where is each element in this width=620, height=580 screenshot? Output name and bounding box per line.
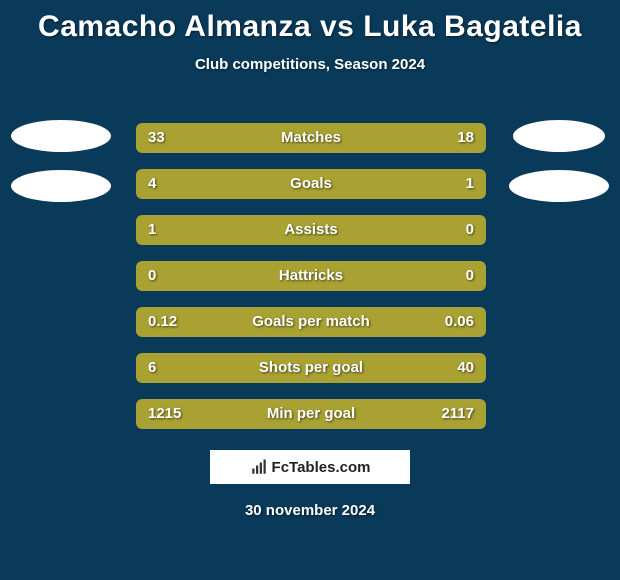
stat-row: 0Hattricks0 — [136, 261, 486, 291]
stat-value-right: 2117 — [441, 399, 474, 429]
stat-label: Hattricks — [136, 261, 486, 291]
stat-value-right: 18 — [457, 123, 474, 153]
chart-icon — [250, 458, 268, 476]
player-photo — [513, 120, 605, 152]
stat-row: 1Assists0 — [136, 215, 486, 245]
stat-value-right: 0.06 — [445, 307, 474, 337]
stat-value-right: 40 — [457, 353, 474, 383]
stat-label: Shots per goal — [136, 353, 486, 383]
stat-label: Goals per match — [136, 307, 486, 337]
player-photo — [509, 170, 609, 202]
player-photo — [11, 170, 111, 202]
stat-label: Matches — [136, 123, 486, 153]
stat-row: 4Goals1 — [136, 169, 486, 199]
stat-label: Assists — [136, 215, 486, 245]
player-photo — [11, 120, 111, 152]
watermark: FcTables.com — [210, 450, 410, 484]
stat-value-right: 1 — [466, 169, 474, 199]
stat-row: 0.12Goals per match0.06 — [136, 307, 486, 337]
player-right-photos — [504, 120, 614, 220]
page-title: Camacho Almanza vs Luka Bagatelia — [0, 0, 620, 44]
stat-row: 33Matches18 — [136, 123, 486, 153]
stat-label: Goals — [136, 169, 486, 199]
comparison-card: Camacho Almanza vs Luka Bagatelia Club c… — [0, 0, 620, 580]
stat-label: Min per goal — [136, 399, 486, 429]
watermark-text: FcTables.com — [272, 459, 371, 476]
stat-value-right: 0 — [466, 261, 474, 291]
date-label: 30 november 2024 — [0, 502, 620, 519]
stat-row: 6Shots per goal40 — [136, 353, 486, 383]
subtitle: Club competitions, Season 2024 — [0, 56, 620, 73]
player-left-photos — [6, 120, 116, 220]
stat-row: 1215Min per goal2117 — [136, 399, 486, 429]
stats-bars: 33Matches184Goals11Assists00Hattricks00.… — [136, 123, 486, 445]
stat-value-right: 0 — [466, 215, 474, 245]
